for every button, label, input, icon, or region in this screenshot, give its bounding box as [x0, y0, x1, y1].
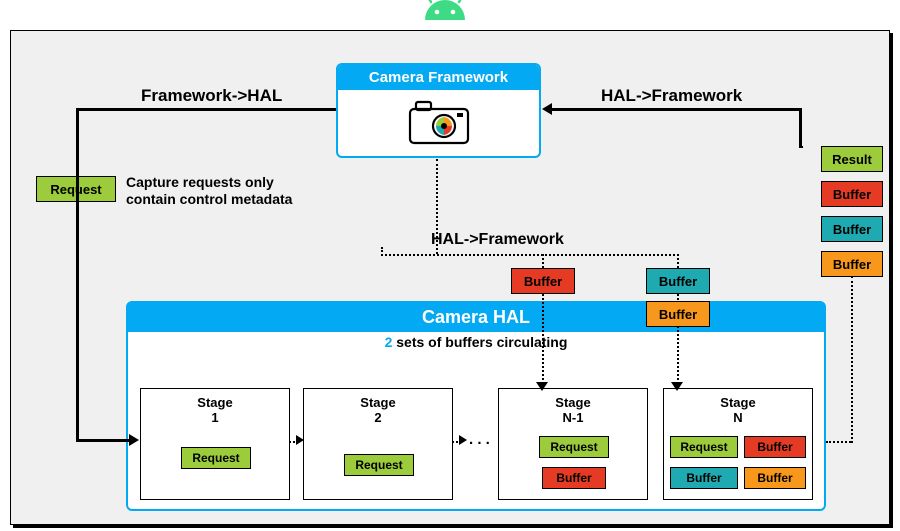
- arrow-fwhal-h: [78, 108, 336, 111]
- dot-fw-down: [436, 159, 438, 254]
- buffer-tag-mid-teal: Buffer: [646, 268, 710, 294]
- arrow-halfw-h: [551, 108, 801, 111]
- stage-n: Stage N Request Buffer Buffer Buffer: [663, 388, 813, 500]
- arrow-halfw-v: [799, 108, 802, 148]
- right-col-2: Buffer: [821, 216, 883, 242]
- buffer-tag-mid-red: Buffer: [511, 268, 575, 294]
- right-col-1: Buffer: [821, 181, 883, 207]
- dot-s12-head: [296, 435, 304, 445]
- stagen-buf-teal: Buffer: [670, 467, 738, 489]
- arrow-halfw-head: [542, 103, 552, 115]
- stage-n1-title: Stage: [555, 395, 590, 410]
- stage2-request: Request: [344, 454, 414, 476]
- stage-2-num: 2: [304, 410, 452, 425]
- ellipsis: . . .: [469, 431, 490, 448]
- right-col-0: Result: [821, 146, 883, 172]
- dot-s23a-head: [459, 435, 467, 445]
- camera-framework-title: Camera Framework: [338, 65, 539, 90]
- dot-red-head: [536, 382, 548, 391]
- stage-n-title: Stage: [720, 395, 755, 410]
- diagram-canvas: Camera Framework Framework->HAL HAL->Fra…: [10, 30, 890, 525]
- stage-1: Stage 1 Request: [140, 388, 290, 500]
- stage-2-title: Stage: [360, 395, 395, 410]
- stage1-request: Request: [181, 447, 251, 469]
- capture-note-2: contain control metadata: [126, 191, 292, 207]
- dot-right-h: [826, 441, 851, 443]
- arrow-fwhal-head: [129, 434, 139, 446]
- arrow-fwhal-h2: [76, 439, 131, 442]
- dot-teal-head: [671, 382, 683, 391]
- camera-hal-box: Camera HAL 2 sets of buffers circulating…: [126, 301, 826, 511]
- stage-n1: Stage N-1 Request Buffer: [498, 388, 648, 500]
- stage-2: Stage 2 Request: [303, 388, 453, 500]
- stagen1-request: Request: [539, 436, 609, 458]
- capture-note-1: Capture requests only: [126, 174, 274, 190]
- stagen1-buffer: Buffer: [542, 467, 606, 489]
- camera-hal-sub: 2 sets of buffers circulating: [128, 334, 824, 350]
- buffer-tag-mid-orange: Buffer: [646, 301, 710, 327]
- dot-mid-h: [381, 254, 679, 256]
- dot-right-v: [851, 276, 853, 443]
- stagen-request: Request: [670, 436, 738, 458]
- label-hal-to-fw-right: HAL->Framework: [601, 86, 742, 106]
- camera-hal-title: Camera HAL: [128, 303, 824, 332]
- stage-1-num: 1: [141, 410, 289, 425]
- dot-right-stub: [801, 146, 803, 148]
- right-col-3: Buffer: [821, 251, 883, 277]
- stagen-buf-orange: Buffer: [744, 467, 806, 489]
- stage-n-num: N: [664, 410, 812, 425]
- camera-icon: [338, 90, 539, 153]
- stagen-buf-red: Buffer: [744, 436, 806, 458]
- stage-n1-num: N-1: [499, 410, 647, 425]
- label-fw-to-hal: Framework->HAL: [141, 86, 282, 106]
- dot-mid-stub: [381, 247, 383, 256]
- label-hal-to-fw-mid: HAL->Framework: [431, 231, 564, 249]
- android-icon: [415, 0, 475, 30]
- arrow-fwhal-v: [76, 108, 79, 441]
- camera-framework-box: Camera Framework: [336, 63, 541, 158]
- stage-1-title: Stage: [197, 395, 232, 410]
